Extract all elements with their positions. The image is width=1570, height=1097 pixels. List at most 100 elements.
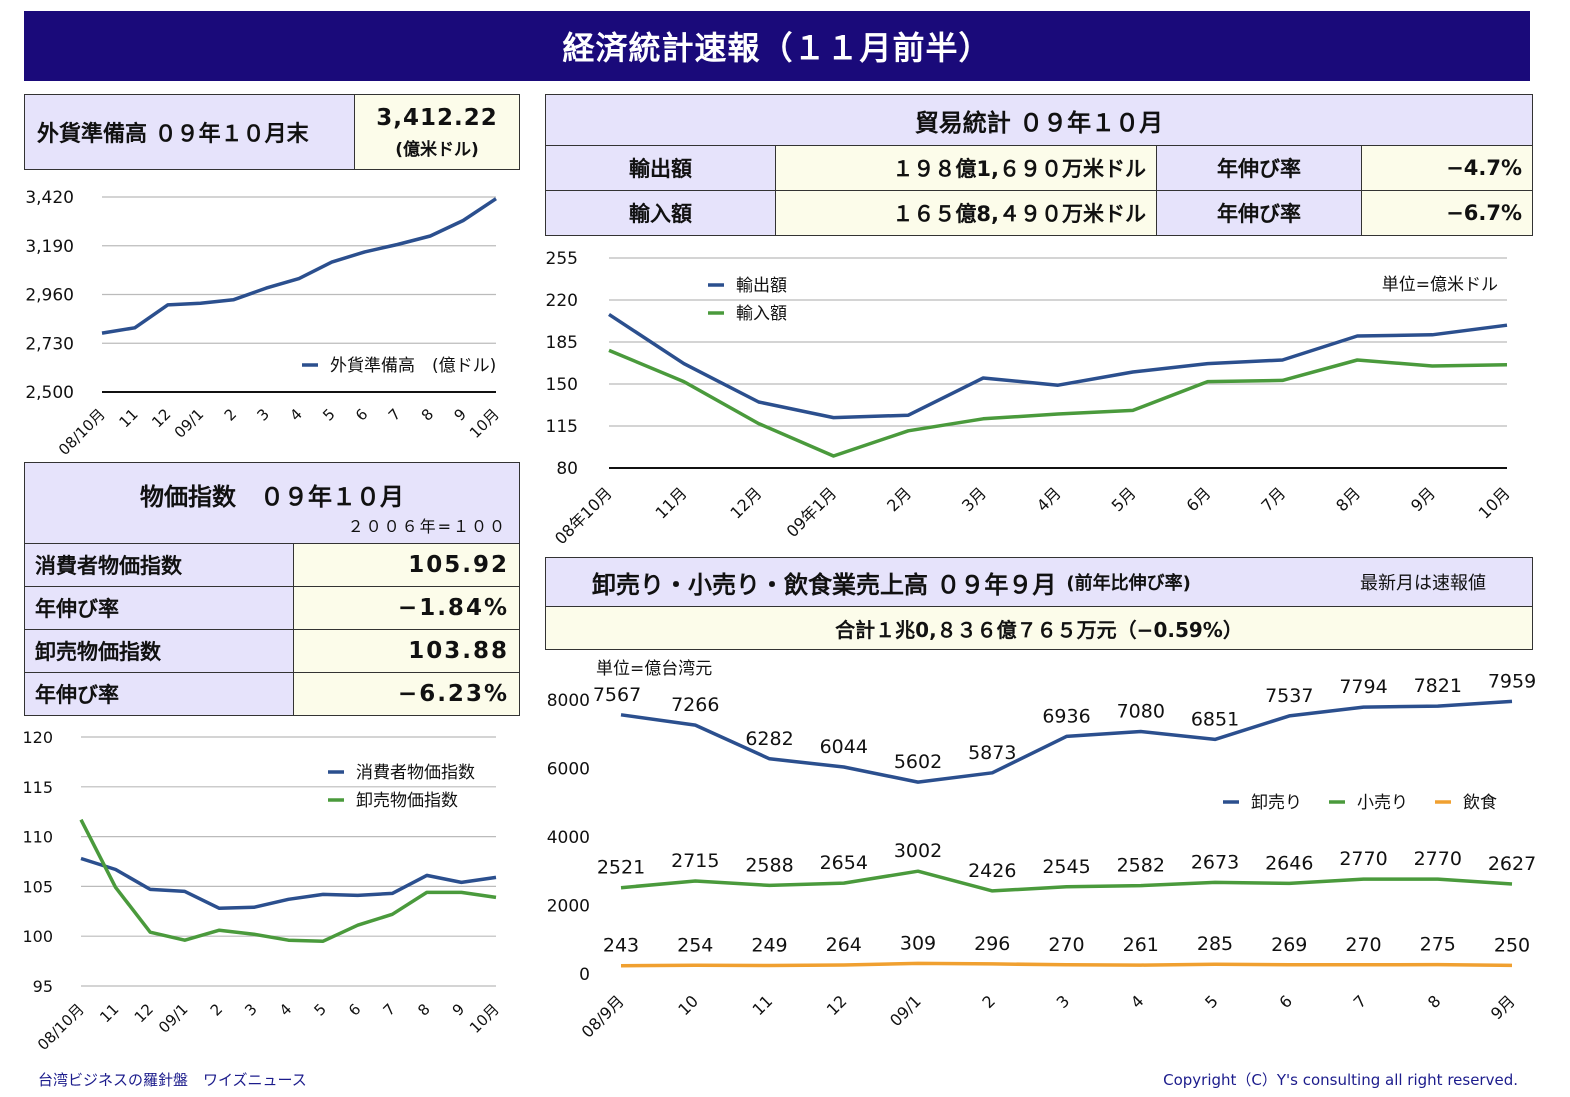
legend-label: 輸出額 (736, 276, 787, 296)
export-value: １９８億1,６９０万米ドル (775, 145, 1157, 191)
series-line-1 (620, 699, 1513, 784)
sales-chart: 0 2000 4000 6000 8000 08/9月 10 11 12 09/1 2 3 4 5 6 7 8 9… (547, 659, 1536, 1042)
data-label: 7794 (1339, 676, 1387, 698)
y-tick-label: 115 (546, 417, 578, 437)
x-tick-label: 11 (748, 991, 776, 1019)
series-line-2 (608, 348, 1508, 458)
y-tick-label: 255 (546, 249, 578, 269)
sales-total: 合計１兆0,８３６億７６５万元（−0.59%） (835, 617, 1243, 642)
y-tick-label: 100 (22, 927, 53, 946)
x-tick-label: 08年10月 (551, 483, 616, 548)
x-tick-label: 3 (254, 405, 273, 424)
x-tick-label: 9 (451, 405, 470, 424)
data-label: 309 (900, 932, 936, 954)
y-tick-label: 80 (556, 459, 578, 479)
forex-title: 外貨準備高 ０９年１０月末 (24, 94, 355, 170)
x-tick-label: 6 (1275, 991, 1296, 1012)
x-tick-label: 09/1 (171, 405, 208, 442)
x-tick-label: 9月 (1487, 991, 1519, 1023)
data-label: 254 (677, 934, 713, 956)
x-tick-label: 3 (1053, 991, 1074, 1012)
price-title-box: 物価指数 ０９年１０月 ２００６年=１００ (24, 462, 520, 544)
legend-label: 消費者物価指数 (356, 763, 475, 783)
forex-value-box: 3,412.22 (億米ドル) (354, 94, 520, 170)
y-tick-label: 2000 (547, 897, 590, 917)
import-growth: −6.7% (1361, 190, 1533, 236)
y-tick-label: 6000 (547, 760, 590, 780)
x-tick-label: 7 (380, 1000, 399, 1019)
x-tick-label: 2 (207, 1000, 226, 1019)
x-tick-label: 10月 (466, 1000, 503, 1037)
x-tick-label: 12 (823, 991, 851, 1019)
trade-chart: 80 115 150 185 220 255 08年10月 11月 12月 09年1月 2月 3月 4月… (546, 249, 1514, 548)
data-label: 5873 (968, 742, 1016, 764)
data-label: 6044 (820, 736, 868, 758)
cpi-label: 消費者物価指数 (24, 543, 294, 587)
x-tick-label: 6月 (1183, 483, 1215, 515)
data-label: 7567 (593, 684, 641, 706)
x-tick-label: 5 (319, 405, 338, 424)
x-tick-label: 08/10月 (55, 405, 109, 459)
x-tick-label: 09/1 (886, 991, 925, 1030)
data-label: 7537 (1265, 685, 1313, 707)
data-label: 2426 (968, 860, 1016, 882)
data-label: 270 (1048, 934, 1084, 956)
series-line-1 (80, 856, 497, 911)
y-tick-label: 8000 (547, 691, 590, 711)
price-row-cpi: 消費者物価指数 105.92 (24, 543, 520, 587)
price-title: 物価指数 ０９年１０月 (140, 483, 404, 511)
x-tick-label: 8 (1424, 991, 1445, 1012)
series-line-2 (620, 869, 1513, 893)
data-label: 2646 (1265, 852, 1313, 874)
y-tick-label: 3,420 (25, 188, 74, 208)
data-label: 2627 (1488, 853, 1536, 875)
data-label: 2582 (1117, 855, 1165, 877)
data-label: 2715 (671, 850, 719, 872)
footer-right: Copyright（C）Y's consulting all right res… (1163, 1071, 1518, 1089)
trade-row-import: 輸入額 １６５億8,４９０万米ドル 年伸び率 −6.7% (545, 190, 1533, 236)
data-label: 3002 (894, 840, 942, 862)
price-table: 消費者物価指数 105.92 年伸び率 −1.84% 卸売物価指数 103.88… (24, 543, 520, 716)
data-label: 249 (751, 934, 787, 956)
x-tick-label: 4 (1127, 991, 1148, 1012)
sales-title: 卸売り・小売り・飲食業売上高 ０９年９月 (592, 570, 1057, 599)
y-tick-label: 4000 (547, 828, 590, 848)
price-row-wpi-growth: 年伸び率 −6.23% (24, 672, 520, 716)
trade-title-text: 貿易統計 ０９年１０月 (914, 108, 1164, 137)
unit-note: 単位=億台湾元 (596, 659, 712, 679)
data-label: 6282 (745, 728, 793, 750)
x-tick-label: 7 (385, 405, 404, 424)
data-label: 2654 (820, 852, 868, 874)
x-tick-label: 4月 (1033, 483, 1065, 515)
export-growth-label: 年伸び率 (1156, 145, 1362, 191)
series-line-2 (79, 818, 497, 943)
export-label: 輸出額 (545, 145, 776, 191)
y-tick-label: 3,190 (25, 237, 74, 257)
sales-total-box: 合計１兆0,８３６億７６５万元（−0.59%） (545, 606, 1533, 650)
y-tick-label: 0 (579, 965, 590, 985)
wpi-value: 103.88 (293, 629, 520, 673)
page-title: 経済統計速報（１１月前半） (24, 11, 1530, 81)
forex-title-text: 外貨準備高 ０９年１０月末 (37, 122, 309, 147)
forex-unit: (億米ドル) (395, 139, 479, 160)
data-label: 261 (1123, 934, 1159, 956)
x-tick-label: 09/1 (155, 1000, 192, 1037)
x-tick-label: 08/10月 (34, 1000, 88, 1054)
y-tick-label: 220 (546, 291, 578, 311)
x-tick-label: 4 (276, 1000, 295, 1019)
sales-title-box: 卸売り・小売り・飲食業売上高 ０９年９月 (前年比伸び率) 最新月は速報値 (545, 557, 1533, 607)
data-label: 2770 (1414, 848, 1462, 870)
x-tick-label: 6 (345, 1000, 364, 1019)
x-tick-label: 6 (352, 405, 371, 424)
x-tick-label: 12 (148, 405, 174, 431)
x-tick-label: 11 (96, 1000, 122, 1026)
sales-title-note: (前年比伸び率) (1066, 573, 1191, 594)
y-tick-label: 2,960 (25, 286, 74, 306)
export-growth: −4.7% (1361, 145, 1533, 191)
price-row-wpi: 卸売物価指数 103.88 (24, 629, 520, 673)
x-tick-label: 8 (414, 1000, 433, 1019)
y-tick-label: 110 (22, 828, 53, 847)
x-tick-label: 5 (310, 1000, 329, 1019)
data-label: 2545 (1042, 856, 1090, 878)
